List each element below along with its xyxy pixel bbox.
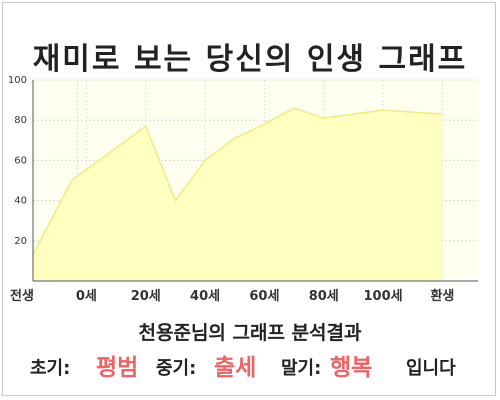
x-tick-label: 0세: [76, 289, 97, 304]
x-tick-label: 전생: [10, 288, 34, 304]
y-tick-label: 100: [8, 75, 27, 86]
chart-title: 재미로 보는 당신의 인생 그래프: [32, 42, 468, 77]
y-tick-label: 60: [14, 155, 27, 166]
axes: [32, 80, 478, 282]
y-tick-label: 40: [14, 196, 27, 207]
middle-stage-label: 중기:: [156, 358, 197, 379]
y-tick-labels: 20 40 60 80 100: [8, 75, 27, 247]
x-tick-labels: 전생 0세 20세 40세 60세 80세 100세 환생: [10, 288, 454, 304]
x-tick-label: 100세: [364, 289, 403, 304]
x-tick-label: 20세: [131, 289, 161, 304]
analysis-subtitle: 천용준님의 그래프 분석결과: [138, 322, 362, 344]
x-tick-label: 60세: [249, 289, 279, 304]
x-tick-label: 80세: [309, 289, 339, 304]
early-stage-label: 초기:: [30, 358, 71, 379]
late-stage-value: 행복: [330, 355, 373, 381]
image-frame: [2, 2, 496, 396]
life-area: [33, 108, 443, 281]
life-line: [32, 107, 443, 256]
early-stage-value: 평범: [96, 355, 139, 381]
ending-text: 입니다: [406, 358, 456, 379]
x-tick-label: 환생: [430, 288, 454, 304]
middle-stage-value: 출세: [214, 355, 257, 381]
stage-summary: 초기: 평범 중기: 출세 말기: 행복 입니다: [0, 346, 500, 382]
x-tick-label: 40세: [190, 289, 220, 304]
late-stage-label: 말기:: [281, 358, 322, 379]
y-tick-label: 20: [14, 236, 27, 247]
y-tick-label: 80: [14, 115, 27, 126]
